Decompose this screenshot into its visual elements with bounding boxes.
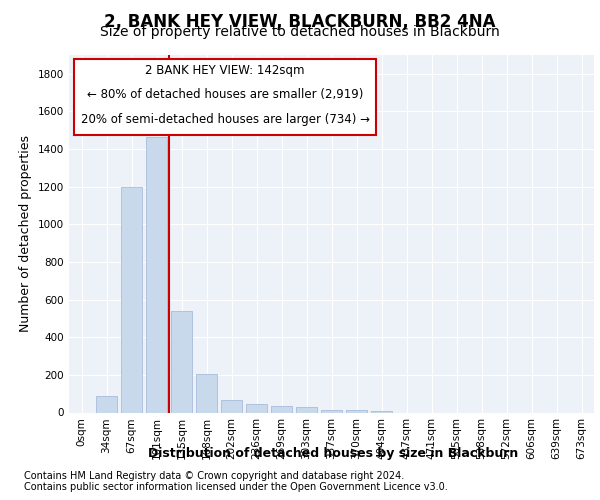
Text: Distribution of detached houses by size in Blackburn: Distribution of detached houses by size …	[148, 448, 518, 460]
Bar	[296, 407, 317, 412]
Text: Contains public sector information licensed under the Open Government Licence v3: Contains public sector information licen…	[24, 482, 448, 492]
Bar	[196, 374, 217, 412]
Bar	[271, 406, 292, 412]
Bar	[371, 411, 392, 412]
Bar	[96, 396, 117, 412]
Bar	[321, 410, 342, 412]
Text: ← 80% of detached houses are smaller (2,919): ← 80% of detached houses are smaller (2,…	[87, 88, 364, 101]
Bar	[221, 400, 242, 412]
Bar	[121, 186, 142, 412]
Text: 20% of semi-detached houses are larger (734) →: 20% of semi-detached houses are larger (…	[80, 112, 370, 126]
Bar	[246, 404, 267, 412]
Text: 2, BANK HEY VIEW, BLACKBURN, BB2 4NA: 2, BANK HEY VIEW, BLACKBURN, BB2 4NA	[104, 12, 496, 30]
FancyBboxPatch shape	[74, 58, 376, 136]
Text: Size of property relative to detached houses in Blackburn: Size of property relative to detached ho…	[100, 25, 500, 39]
Bar	[346, 410, 367, 412]
Bar	[146, 137, 167, 412]
Text: Contains HM Land Registry data © Crown copyright and database right 2024.: Contains HM Land Registry data © Crown c…	[24, 471, 404, 481]
Y-axis label: Number of detached properties: Number of detached properties	[19, 135, 32, 332]
Bar	[171, 311, 192, 412]
Text: 2 BANK HEY VIEW: 142sqm: 2 BANK HEY VIEW: 142sqm	[145, 64, 305, 77]
